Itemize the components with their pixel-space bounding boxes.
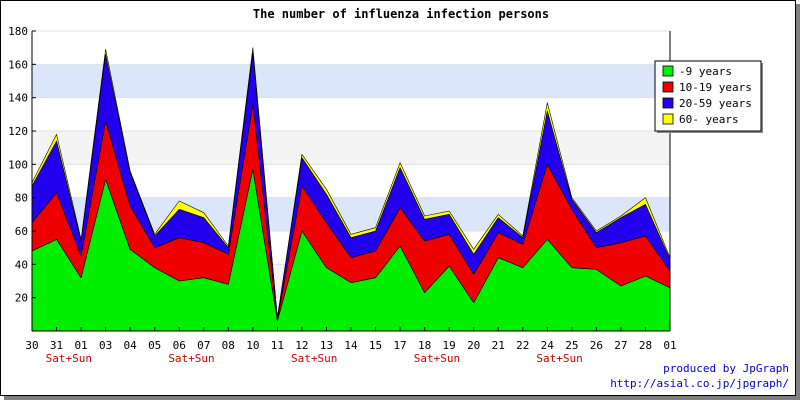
x-tick-label: 24 [541, 339, 555, 352]
x-tick-label: 12 [295, 339, 308, 352]
weekend-label: Sat+Sun [291, 352, 337, 365]
y-tick-label: 120 [8, 125, 28, 138]
y-tick-label: 140 [8, 92, 28, 105]
x-tick-label: 01 [663, 339, 676, 352]
x-tick-label: 11 [271, 339, 284, 352]
x-tick-label: 25 [565, 339, 578, 352]
legend-label: -9 years [679, 65, 732, 78]
x-tick-label: 31 [50, 339, 63, 352]
grid-band [32, 97, 670, 131]
weekend-label: Sat+Sun [46, 352, 92, 365]
x-tick-label: 17 [393, 339, 406, 352]
legend-label: 20-59 years [679, 97, 752, 110]
credit-line-2: http://asial.co.jp/jpgraph/ [610, 377, 789, 390]
x-tick-label: 06 [173, 339, 186, 352]
x-tick-label: 27 [614, 339, 627, 352]
grid-band [32, 31, 670, 65]
y-tick-label: 20 [15, 292, 28, 305]
grid-band [32, 64, 670, 98]
legend-swatch [662, 81, 674, 93]
legend-swatch [662, 97, 674, 109]
legend-swatch [662, 65, 674, 77]
y-tick-label: 160 [8, 58, 28, 71]
weekend-label: Sat+Sun [168, 352, 214, 365]
x-tick-label: 20 [467, 339, 480, 352]
legend-label: 60- years [679, 113, 739, 126]
area-chart: The number of influenza infection person… [8, 7, 763, 365]
weekend-label: Sat+Sun [414, 352, 460, 365]
y-tick-label: 180 [8, 25, 28, 38]
x-tick-label: 10 [246, 339, 259, 352]
y-tick-label: 80 [15, 192, 28, 205]
y-tick-label: 40 [15, 258, 28, 271]
x-tick-label: 04 [124, 339, 138, 352]
x-tick-label: 22 [516, 339, 529, 352]
x-tick-label: 30 [25, 339, 38, 352]
weekend-label: Sat+Sun [536, 352, 582, 365]
x-tick-label: 07 [197, 339, 210, 352]
x-tick-label: 03 [99, 339, 112, 352]
grid-band [32, 131, 670, 165]
x-tick-label: 26 [590, 339, 603, 352]
x-tick-label: 18 [418, 339, 431, 352]
credit: produced by JpGraph http://asial.co.jp/j… [610, 361, 789, 391]
x-tick-label: 19 [443, 339, 456, 352]
x-tick-label: 05 [148, 339, 161, 352]
legend: -9 years 10-19 years 20-59 years 60- years [654, 60, 763, 133]
legend-swatch [662, 113, 674, 125]
x-tick-label: 21 [492, 339, 505, 352]
chart-title: The number of influenza infection person… [253, 7, 549, 21]
x-tick-label: 13 [320, 339, 333, 352]
x-tick-label: 08 [222, 339, 235, 352]
x-tick-label: 15 [369, 339, 382, 352]
x-tick-label: 01 [74, 339, 87, 352]
y-tick-label: 60 [15, 225, 28, 238]
x-tick-label: 28 [639, 339, 652, 352]
legend-label: 10-19 years [679, 81, 752, 94]
x-tick-label: 14 [344, 339, 358, 352]
credit-line-1: produced by JpGraph [663, 362, 789, 375]
y-tick-label: 100 [8, 158, 28, 171]
